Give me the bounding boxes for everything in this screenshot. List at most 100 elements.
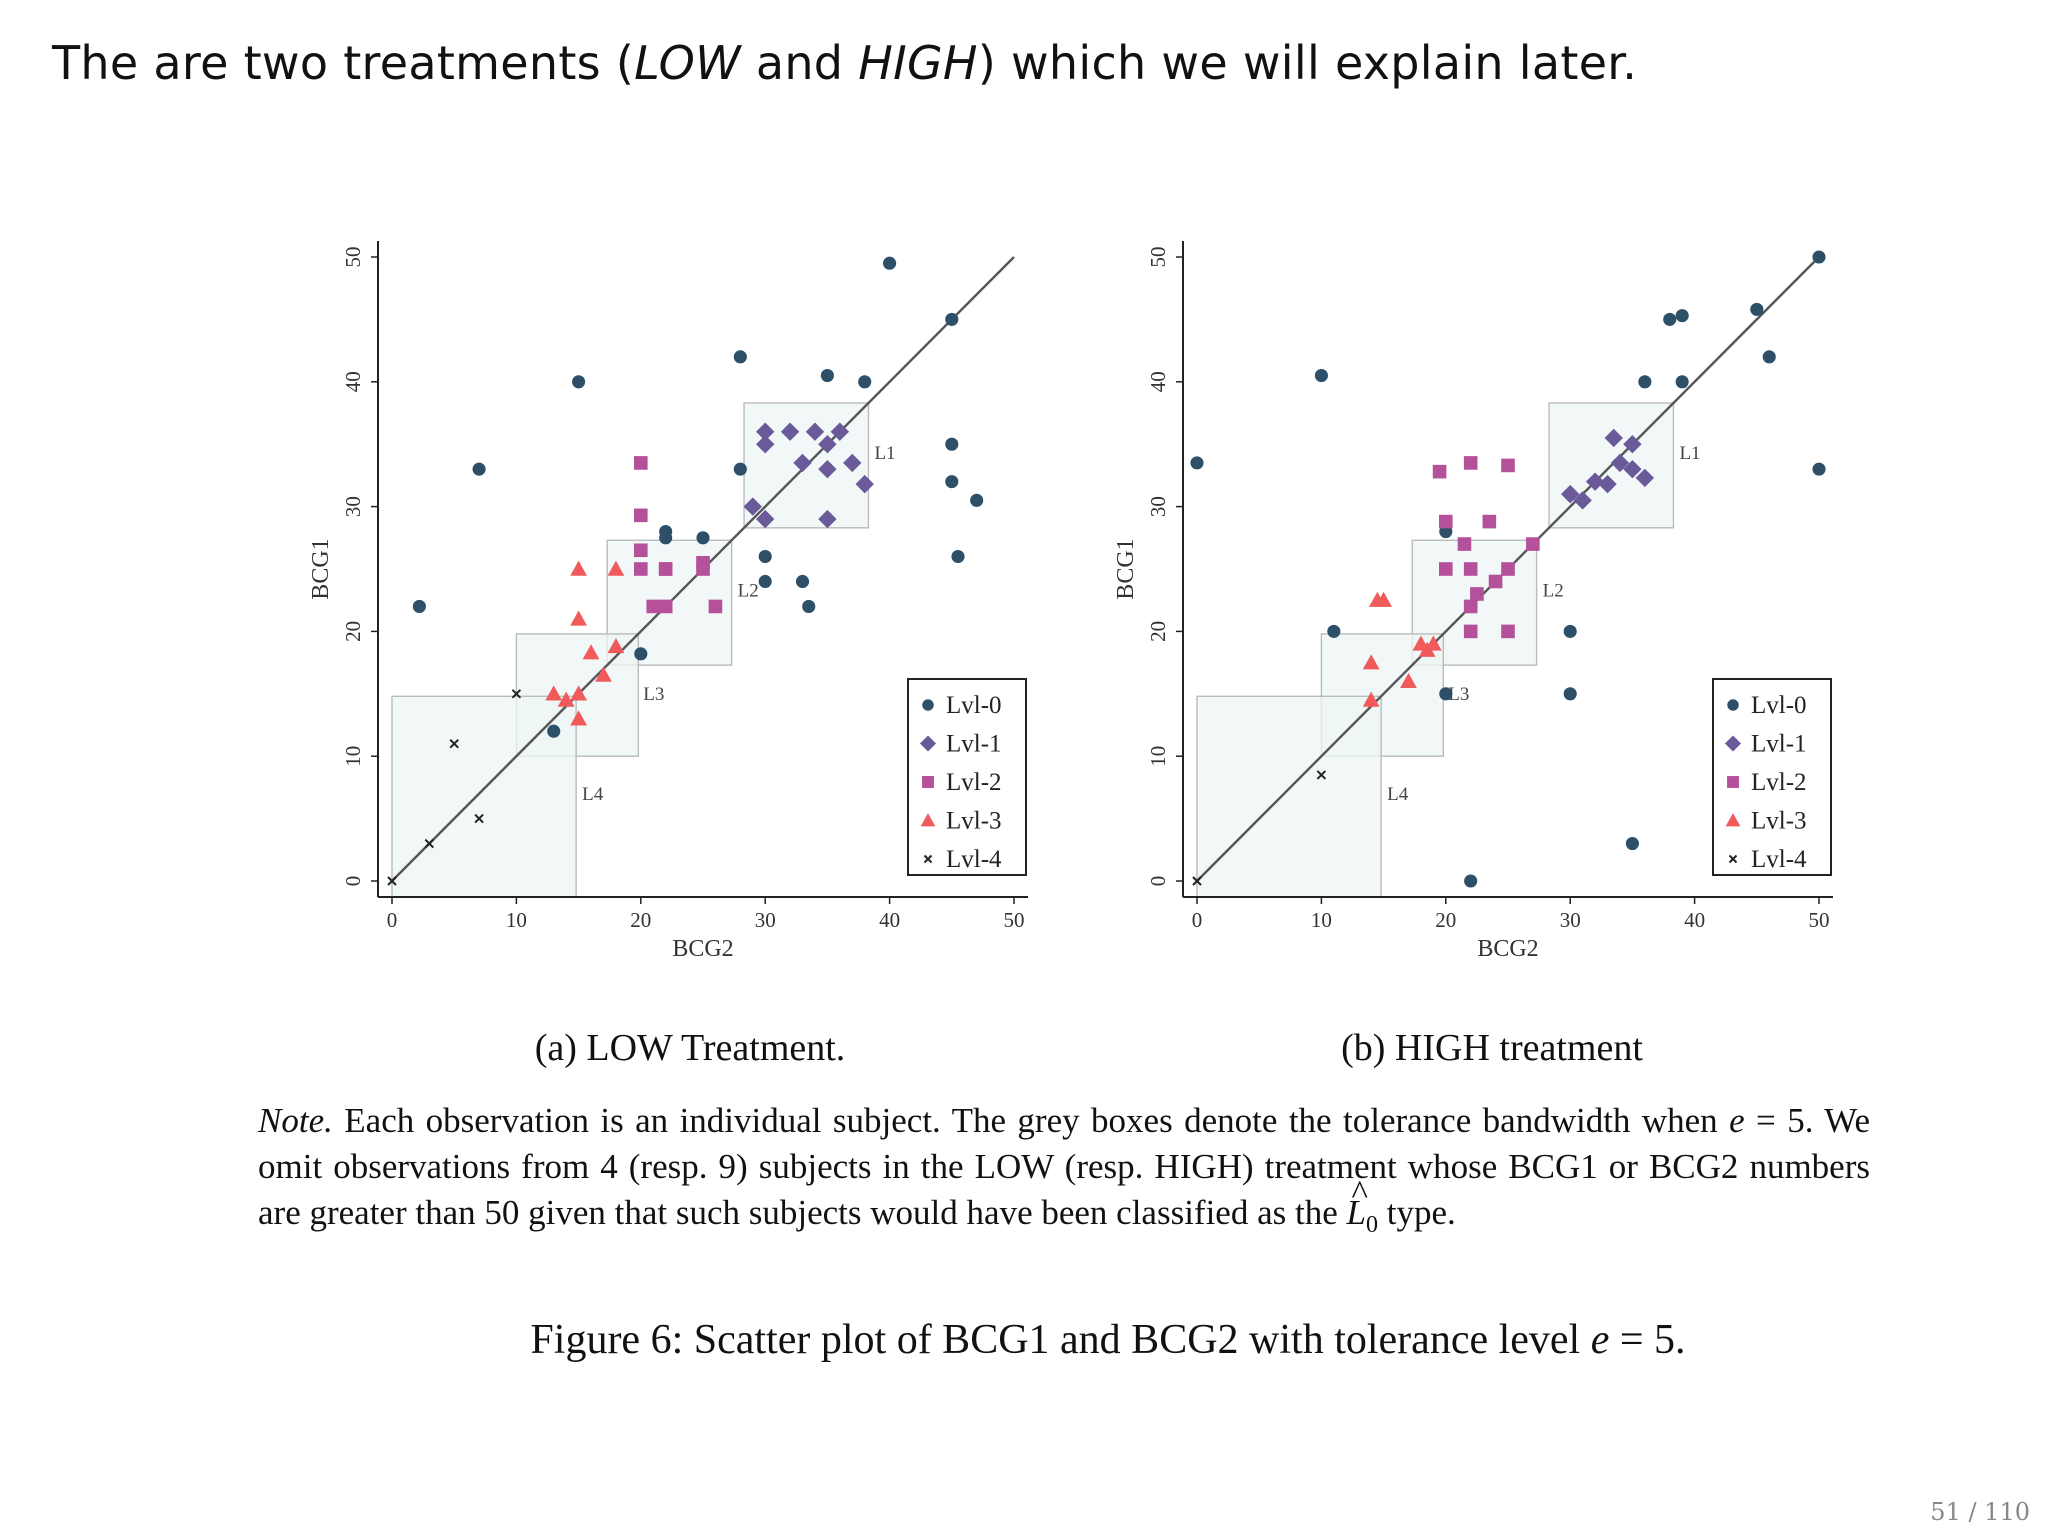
- data-point-lvl-2: [1470, 587, 1484, 601]
- x-tick-label: 20: [1435, 908, 1456, 932]
- title-part: ) which we will explain later.: [977, 36, 1638, 90]
- data-point-lvl-0: [1625, 837, 1639, 851]
- y-tick-label: 20: [341, 621, 365, 642]
- data-point-lvl-4: [511, 689, 522, 699]
- legend-label-lvl-2: Lvl-2: [1751, 769, 1807, 796]
- data-point-lvl-0: [572, 375, 586, 389]
- note-l0-subscript: 0: [1365, 1212, 1378, 1238]
- data-point-lvl-3: [1424, 635, 1442, 651]
- legend-label-lvl-3: Lvl-3: [1751, 808, 1807, 835]
- data-point-lvl-3: [582, 644, 600, 660]
- x-tick-label: 10: [506, 908, 527, 932]
- data-point-lvl-0: [1762, 350, 1776, 364]
- x-tick-label: 0: [1192, 908, 1203, 932]
- data-point-lvl-1: [793, 453, 812, 473]
- legend-label-lvl-1: Lvl-1: [1751, 731, 1807, 758]
- x-tick-label: 10: [1311, 908, 1332, 932]
- data-point-lvl-3: [570, 710, 587, 726]
- x-tick-label: 50: [1004, 908, 1025, 932]
- x-tick-label: 40: [879, 908, 900, 932]
- data-point-lvl-1: [855, 474, 874, 494]
- y-tick-label: 50: [341, 247, 365, 268]
- data-point-lvl-2: [696, 555, 710, 570]
- data-point-lvl-2: [658, 599, 673, 614]
- legend-marker-lvl-2: [922, 776, 934, 788]
- legend-label-lvl-3: Lvl-3: [946, 808, 1002, 835]
- figure-caption: Figure 6: Scatter plot of BCG1 and BCG2 …: [258, 1316, 1958, 1364]
- x-tick-label: 50: [1809, 908, 1830, 932]
- data-point-lvl-0: [659, 525, 673, 539]
- data-point-lvl-3: [595, 666, 612, 682]
- data-point-lvl-0: [945, 312, 959, 326]
- data-point-lvl-2: [646, 599, 661, 614]
- data-point-lvl-0: [1750, 302, 1764, 316]
- legend-label-lvl-0: Lvl-0: [1751, 692, 1807, 719]
- high-treatment-scatter-plot: L1 L2 L3 L4 0 10 20 30 40 50 0 10 20 30 40 50 BCG2 BCG1 Lv…: [1113, 241, 1833, 962]
- data-point-lvl-1: [1623, 435, 1642, 454]
- figure-caption-e-symbol: e: [1590, 1317, 1610, 1363]
- data-point-lvl-2: [634, 543, 648, 558]
- data-point-lvl-0: [1812, 250, 1826, 264]
- data-point-lvl-1: [1573, 491, 1592, 510]
- legend-marker-lvl-2: [1727, 776, 1739, 788]
- data-point-lvl-2: [708, 599, 723, 614]
- data-point-lvl-1: [1635, 468, 1655, 488]
- data-point-lvl-3: [607, 560, 625, 576]
- data-point-lvl-0: [820, 369, 834, 383]
- y-tick-label: 30: [1146, 496, 1170, 517]
- data-point-lvl-2: [634, 508, 648, 523]
- x-tick-label: 40: [1684, 908, 1705, 932]
- data-point-lvl-3: [1400, 672, 1417, 689]
- high-treatment-caption: (b) HIGH treatment: [1341, 1027, 1643, 1069]
- tolerance-box-l4: [391, 695, 577, 898]
- data-point-lvl-2: [1463, 624, 1478, 639]
- data-point-lvl-0: [412, 599, 426, 613]
- data-point-lvl-2: [1482, 514, 1497, 529]
- data-point-lvl-0: [1675, 375, 1689, 389]
- data-point-lvl-0: [802, 599, 816, 613]
- x-axis-label: BCG2: [1477, 936, 1538, 962]
- data-point-lvl-3: [545, 685, 563, 701]
- tolerance-box-l4: [1196, 695, 1382, 898]
- slide-title: The are two treatments (LOW and HIGH) wh…: [52, 36, 1637, 90]
- data-point-lvl-1: [1598, 474, 1617, 494]
- data-point-lvl-3: [570, 610, 587, 626]
- data-point-lvl-3: [1362, 654, 1380, 670]
- figure-note: Note. Each observation is an individual …: [258, 1098, 1870, 1248]
- data-point-lvl-2: [1432, 464, 1447, 479]
- low-treatment-caption: (a) LOW Treatment.: [534, 1027, 846, 1069]
- legend-marker-lvl-1: [1724, 735, 1742, 752]
- title-low-treatment: LOW: [634, 36, 741, 90]
- y-tick-label: 50: [1146, 247, 1170, 268]
- x-axis-label: BCG2: [672, 936, 733, 962]
- y-axis-label: BCG1: [308, 538, 334, 599]
- figure-caption-text: = 5.: [1609, 1317, 1686, 1363]
- y-tick-label: 0: [1146, 876, 1170, 887]
- data-point-lvl-0: [472, 462, 486, 476]
- data-point-lvl-0: [733, 462, 747, 476]
- data-point-lvl-0: [1563, 624, 1577, 638]
- note-text: = 5. We omit observations from 4 (resp. …: [258, 1101, 1871, 1232]
- data-point-lvl-3: [607, 637, 625, 654]
- note-l0-symbol: ^ L: [1347, 1173, 1368, 1236]
- tolerance-box-label: L2: [1543, 580, 1564, 601]
- y-tick-label: 40: [1146, 371, 1170, 392]
- data-point-lvl-0: [1812, 462, 1826, 476]
- data-point-lvl-0: [1663, 312, 1677, 326]
- legend-marker-lvl-4: [1728, 854, 1738, 864]
- tolerance-box-label: L4: [1387, 784, 1409, 805]
- data-point-lvl-2: [1457, 537, 1472, 551]
- y-tick-label: 0: [341, 876, 365, 887]
- data-point-lvl-0: [951, 549, 965, 564]
- data-point-lvl-3: [1375, 591, 1392, 607]
- data-point-lvl-2: [1463, 599, 1478, 614]
- title-part: The are two treatments (: [52, 36, 635, 90]
- page-number: 51 / 110: [1930, 1498, 2030, 1526]
- tolerance-box-label: L3: [643, 684, 664, 705]
- data-point-lvl-3: [570, 685, 587, 701]
- title-part: and: [740, 36, 859, 90]
- data-point-lvl-4: [1316, 770, 1327, 780]
- data-point-lvl-2: [1501, 458, 1515, 473]
- note-e-symbol: e: [1729, 1101, 1745, 1140]
- data-point-lvl-0: [634, 647, 648, 661]
